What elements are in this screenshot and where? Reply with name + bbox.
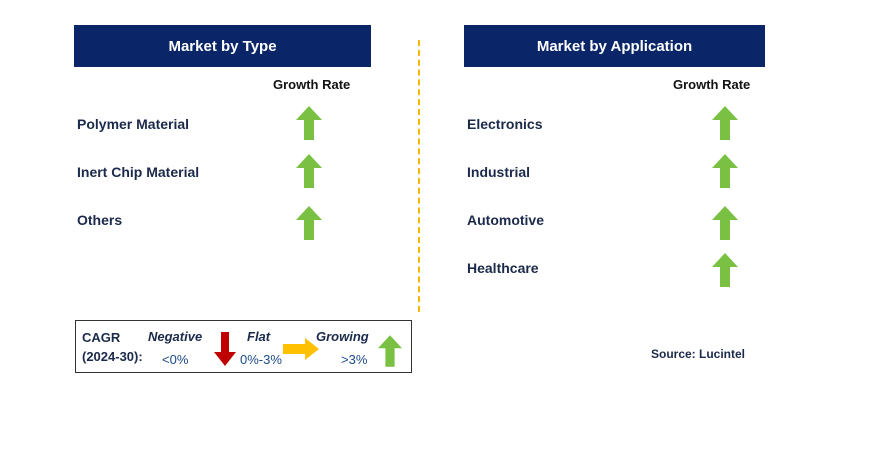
legend-period: (2024-30): [82, 349, 143, 364]
negative-arrow-icon [214, 332, 236, 366]
application-growth-header: Growth Rate [673, 77, 751, 92]
type-panel-header: Market by Type [74, 25, 371, 67]
application-item-label: Electronics [467, 116, 543, 132]
legend-negative-range: <0% [162, 352, 189, 367]
legend-flat-range: 0%-3% [240, 352, 282, 367]
growing-arrow-icon [712, 154, 738, 188]
growing-arrow-icon [296, 206, 322, 240]
application-item-label: Automotive [467, 212, 544, 228]
legend-negative-label: Negative [148, 329, 203, 344]
type-growth-header: Growth Rate [273, 77, 351, 92]
legend-flat-label: Flat [247, 329, 271, 344]
legend-growing-range: >3% [341, 352, 368, 367]
legend-growing-label: Growing [316, 329, 369, 344]
growing-arrow-icon [378, 335, 402, 367]
growing-arrow-icon [712, 206, 738, 240]
type-item-label: Inert Chip Material [77, 164, 200, 180]
growing-arrow-icon [712, 253, 738, 287]
cagr-legend: CAGR (2024-30): Negative <0% Flat 0%-3% … [75, 320, 412, 373]
legend-cagr-label: CAGR [82, 330, 121, 345]
application-panel-title: Market by Application [536, 37, 693, 55]
application-panel-header: Market by Application [464, 25, 765, 67]
application-item-label: Industrial [467, 164, 531, 180]
growing-arrow-icon [712, 106, 738, 140]
flat-arrow-icon [283, 338, 319, 360]
type-item-label: Others [77, 212, 123, 228]
type-panel-title: Market by Type [168, 37, 277, 55]
growing-arrow-icon [296, 154, 322, 188]
application-item-label: Healthcare [467, 260, 539, 276]
growing-arrow-icon [296, 106, 322, 140]
type-item-label: Polymer Material [77, 116, 190, 132]
panel-divider [418, 40, 420, 312]
source-note: Source: Lucintel [651, 347, 746, 361]
